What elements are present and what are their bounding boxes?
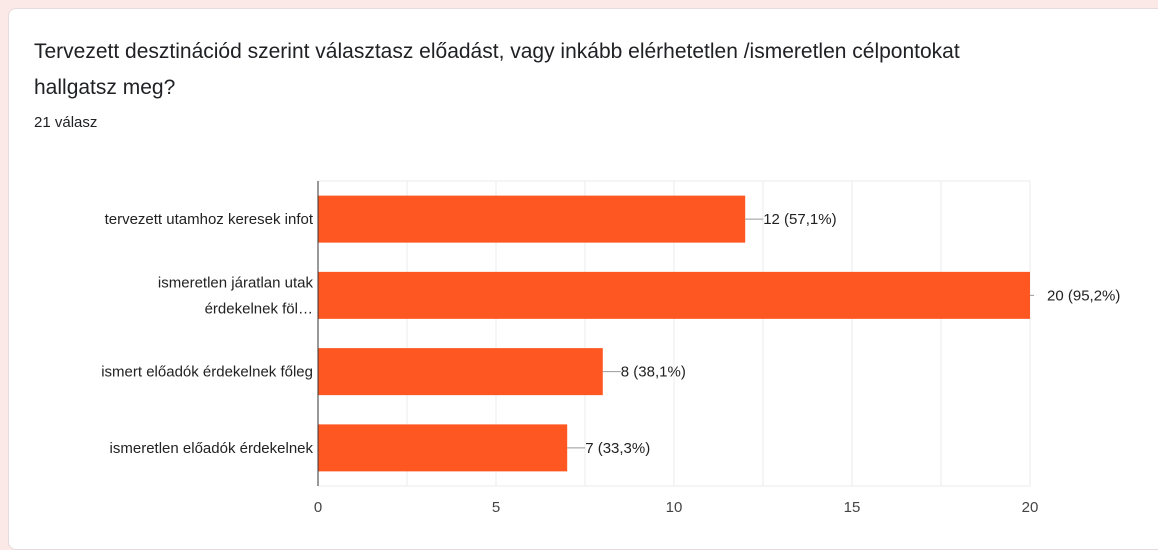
response-count: 21 válasz xyxy=(34,114,98,131)
x-tick-label: 5 xyxy=(492,499,500,516)
bar xyxy=(318,348,603,396)
question-title: Tervezett desztinációd szerint választas… xyxy=(34,40,960,99)
x-tick-label: 10 xyxy=(666,499,683,516)
category-label: ismert előadók érdekelnek főleg xyxy=(101,364,313,381)
x-tick-label: 0 xyxy=(314,499,322,516)
bar xyxy=(318,195,746,243)
x-tick-label: 15 xyxy=(844,499,861,516)
x-tick-label: 20 xyxy=(1022,499,1039,516)
category-label: tervezett utamhoz keresek infot xyxy=(105,211,314,228)
data-label: 12 (57,1%) xyxy=(763,211,836,228)
data-label: 8 (38,1%) xyxy=(621,364,686,381)
bar xyxy=(318,271,1030,319)
bar xyxy=(318,424,568,472)
bar-chart: 0 5 10 15 20 tervezett utamhoz keresek infot 1… xyxy=(101,180,1120,516)
data-label: 7 (33,3%) xyxy=(585,440,650,457)
data-label: 20 (95,2%) xyxy=(1047,287,1120,304)
category-label: ismeretlen járatlan utak xyxy=(158,274,314,291)
category-label: érdekelnek föl… xyxy=(205,300,313,317)
category-label: ismeretlen előadók érdekelnek xyxy=(110,440,314,457)
